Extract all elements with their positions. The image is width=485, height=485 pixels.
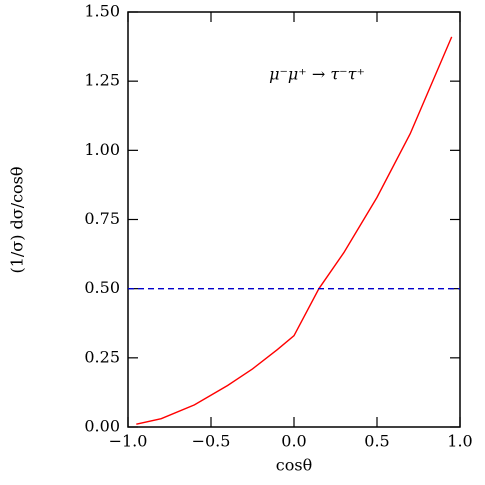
y-tick-label: 1.25 [84, 71, 120, 90]
y-tick-label: 1.50 [84, 2, 120, 21]
x-tick-label: −0.5 [192, 432, 231, 451]
x-axis-label: cosθ [276, 456, 312, 475]
y-tick-label: 0.25 [84, 347, 120, 366]
y-tick-label: 0.00 [84, 417, 120, 436]
line-series [136, 36, 453, 425]
x-tick-label: 0.5 [364, 432, 389, 451]
x-tick-label: −1.0 [109, 432, 148, 451]
x-tick-label: 1.0 [447, 432, 472, 451]
y-tick-label: 1.00 [84, 140, 120, 159]
y-tick-label: 0.50 [84, 278, 120, 297]
annotation: μ⁻μ⁺ → τ⁻τ⁺ [269, 65, 365, 84]
x-tick-label: 0.0 [281, 432, 306, 451]
y-axis-label: (1/σ) dσ/cosθ [8, 166, 27, 273]
y-tick-label: 0.75 [84, 209, 120, 228]
